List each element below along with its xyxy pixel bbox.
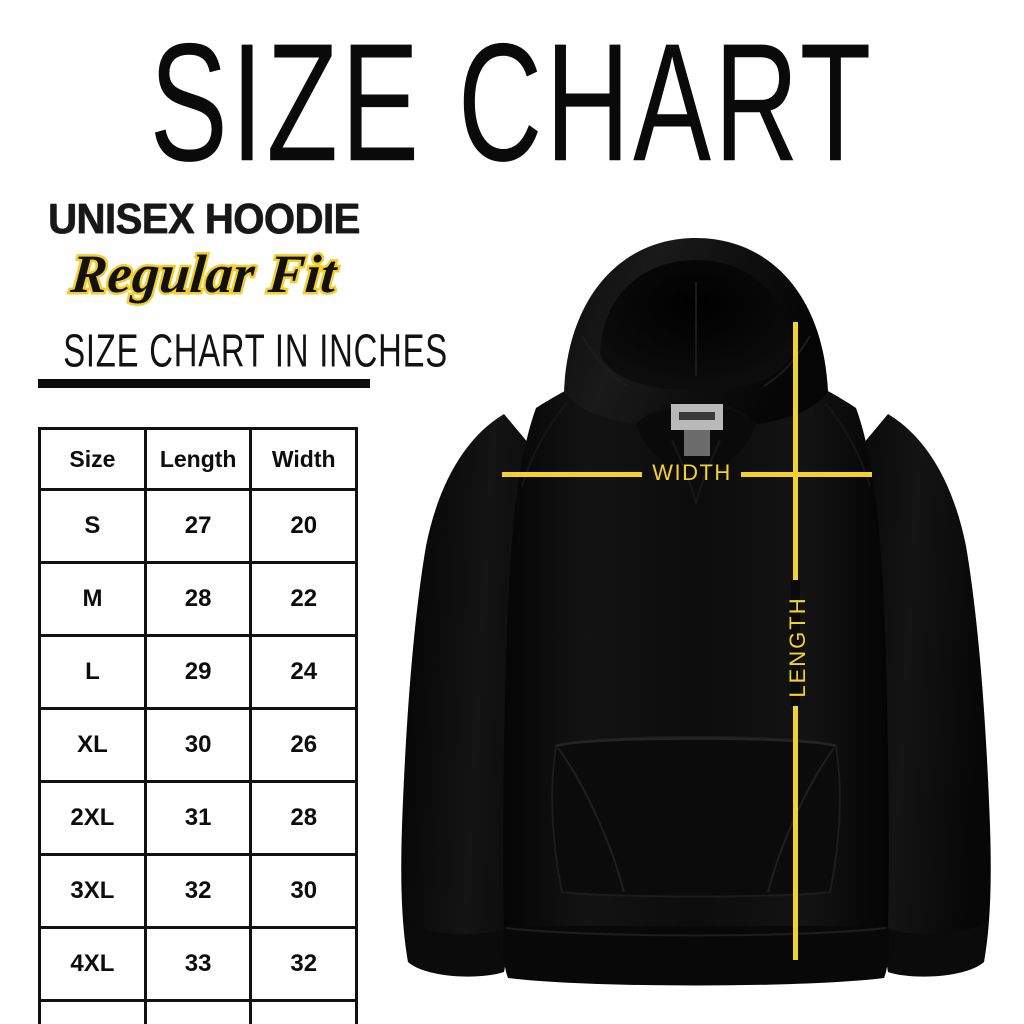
table-row: L 29 24 bbox=[38, 634, 358, 710]
table-header-row: Size Length Width bbox=[38, 427, 358, 491]
table-row: 3XL 32 30 bbox=[38, 853, 358, 929]
cell-size: M bbox=[38, 561, 147, 637]
cell-width: 28 bbox=[249, 780, 358, 856]
brand-neck-label-tail bbox=[684, 430, 710, 456]
cell-size: 5XL bbox=[38, 999, 147, 1024]
hoodie-graphic bbox=[401, 238, 991, 986]
garment-name-heading: UNISEX HOODIE bbox=[48, 195, 360, 243]
cell-width: 32 bbox=[249, 926, 358, 1002]
left-info-column: UNISEX HOODIE Regular Fit SIZE CHART IN … bbox=[28, 195, 448, 388]
cell-width: 30 bbox=[249, 853, 358, 929]
cell-length: 31 bbox=[143, 780, 253, 856]
hood-right-fold bbox=[763, 335, 811, 387]
waistband-seam bbox=[505, 927, 887, 937]
pocket-left-opening bbox=[557, 747, 625, 893]
cell-length: 34 bbox=[143, 999, 253, 1024]
column-header-width: Width bbox=[249, 427, 358, 491]
pocket-top-seam bbox=[555, 737, 837, 748]
brand-neck-label-text bbox=[679, 412, 715, 420]
cell-width: 20 bbox=[249, 488, 358, 564]
cell-length: 30 bbox=[143, 707, 253, 783]
fit-name-heading: Regular Fit bbox=[66, 242, 341, 307]
table-row: 2XL 31 28 bbox=[38, 780, 358, 856]
table-row: S 27 20 bbox=[38, 488, 358, 564]
cell-length: 33 bbox=[143, 926, 253, 1002]
left-cuff bbox=[406, 922, 506, 977]
neck-v-fold bbox=[671, 439, 721, 505]
size-table: Size Length Width S 27 20 M 28 22 L 29 2… bbox=[38, 427, 358, 1024]
cell-size: 4XL bbox=[38, 926, 147, 1002]
hoodie-illustration bbox=[386, 186, 1006, 986]
cell-width: 22 bbox=[249, 561, 358, 637]
units-heading: SIZE CHART IN INCHES bbox=[63, 325, 448, 377]
table-row: 4XL 33 32 bbox=[38, 926, 358, 1002]
cell-size: L bbox=[38, 634, 147, 710]
cell-length: 32 bbox=[143, 853, 253, 929]
cell-length: 28 bbox=[143, 561, 253, 637]
cell-size: 3XL bbox=[38, 853, 147, 929]
cell-width: 26 bbox=[249, 707, 358, 783]
column-header-length: Length bbox=[143, 427, 253, 491]
cell-length: 27 bbox=[143, 488, 253, 564]
table-row: XL 30 26 bbox=[38, 707, 358, 783]
cell-length: 29 bbox=[143, 634, 253, 710]
right-cuff bbox=[886, 922, 986, 977]
kangaroo-pocket bbox=[551, 736, 841, 898]
hood-left-fold bbox=[581, 335, 629, 387]
page-title: SIZE CHART bbox=[149, 7, 875, 197]
table-row: M 28 22 bbox=[38, 561, 358, 637]
column-header-size: Size bbox=[38, 427, 147, 491]
cell-size: S bbox=[38, 488, 147, 564]
table-row: 5XL 34 34 bbox=[38, 999, 358, 1024]
cell-size: 2XL bbox=[38, 780, 147, 856]
units-heading-underline bbox=[38, 379, 370, 388]
cell-size: XL bbox=[38, 707, 147, 783]
cell-width: 24 bbox=[249, 634, 358, 710]
waistband bbox=[503, 926, 889, 986]
cell-width: 34 bbox=[249, 999, 358, 1024]
